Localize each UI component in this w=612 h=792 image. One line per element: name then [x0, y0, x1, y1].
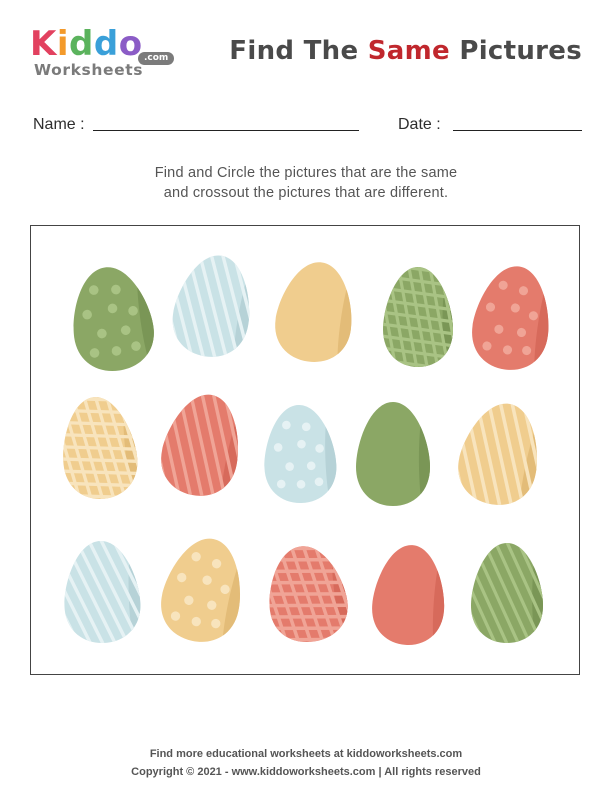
egg-red-grid[interactable]	[229, 510, 385, 674]
egg-yellow-dots[interactable]	[151, 526, 261, 666]
logo-letter: o	[118, 24, 143, 64]
egg-green-stripes[interactable]	[424, 538, 579, 658]
name-field[interactable]: Name :	[33, 116, 359, 134]
title-suffix: Pictures	[449, 36, 582, 66]
date-field[interactable]: Date :	[398, 116, 582, 134]
title-prefix: Find The	[229, 36, 368, 66]
name-line	[93, 130, 359, 131]
date-label: Date :	[398, 116, 441, 133]
page-title: Find The Same Pictures	[229, 36, 582, 66]
egg-grid	[31, 240, 579, 674]
picture-frame	[30, 225, 580, 675]
egg-green-dots[interactable]	[64, 256, 169, 392]
egg-yellow-plain[interactable]	[268, 252, 367, 382]
instructions-line-1: Find and Circle the pictures that are th…	[154, 165, 458, 181]
egg-green-grid[interactable]	[356, 240, 481, 395]
footer-line-1: Find more educational worksheets at kidd…	[149, 748, 463, 760]
egg-yellow-grid[interactable]	[31, 363, 173, 534]
logo-wordmark: Kiddo	[30, 24, 143, 64]
egg-blue-dots[interactable]	[262, 399, 345, 519]
instructions: Find and Circle the pictures that are th…	[0, 163, 612, 203]
date-line	[453, 130, 582, 131]
egg-green-plain[interactable]	[356, 397, 437, 522]
egg-red-plain[interactable]	[369, 538, 456, 663]
footer-line-2: Copyright © 2021 - www.kiddoworksheets.c…	[131, 766, 481, 778]
logo-letter: d	[69, 24, 94, 64]
logo-letter: d	[93, 24, 119, 64]
logo-letter: i	[56, 24, 70, 64]
egg-red-dots[interactable]	[465, 256, 565, 391]
logo-subtitle: Worksheets	[34, 61, 144, 79]
title-accent: Same	[367, 36, 450, 66]
instructions-line-2: and crossout the pictures that are diffe…	[163, 185, 449, 201]
kiddo-worksheets-logo: Kiddo .com Worksheets	[30, 24, 175, 84]
logo-letter: K	[30, 24, 57, 64]
logo-com-badge: .com	[138, 52, 175, 65]
name-label: Name :	[33, 116, 85, 133]
